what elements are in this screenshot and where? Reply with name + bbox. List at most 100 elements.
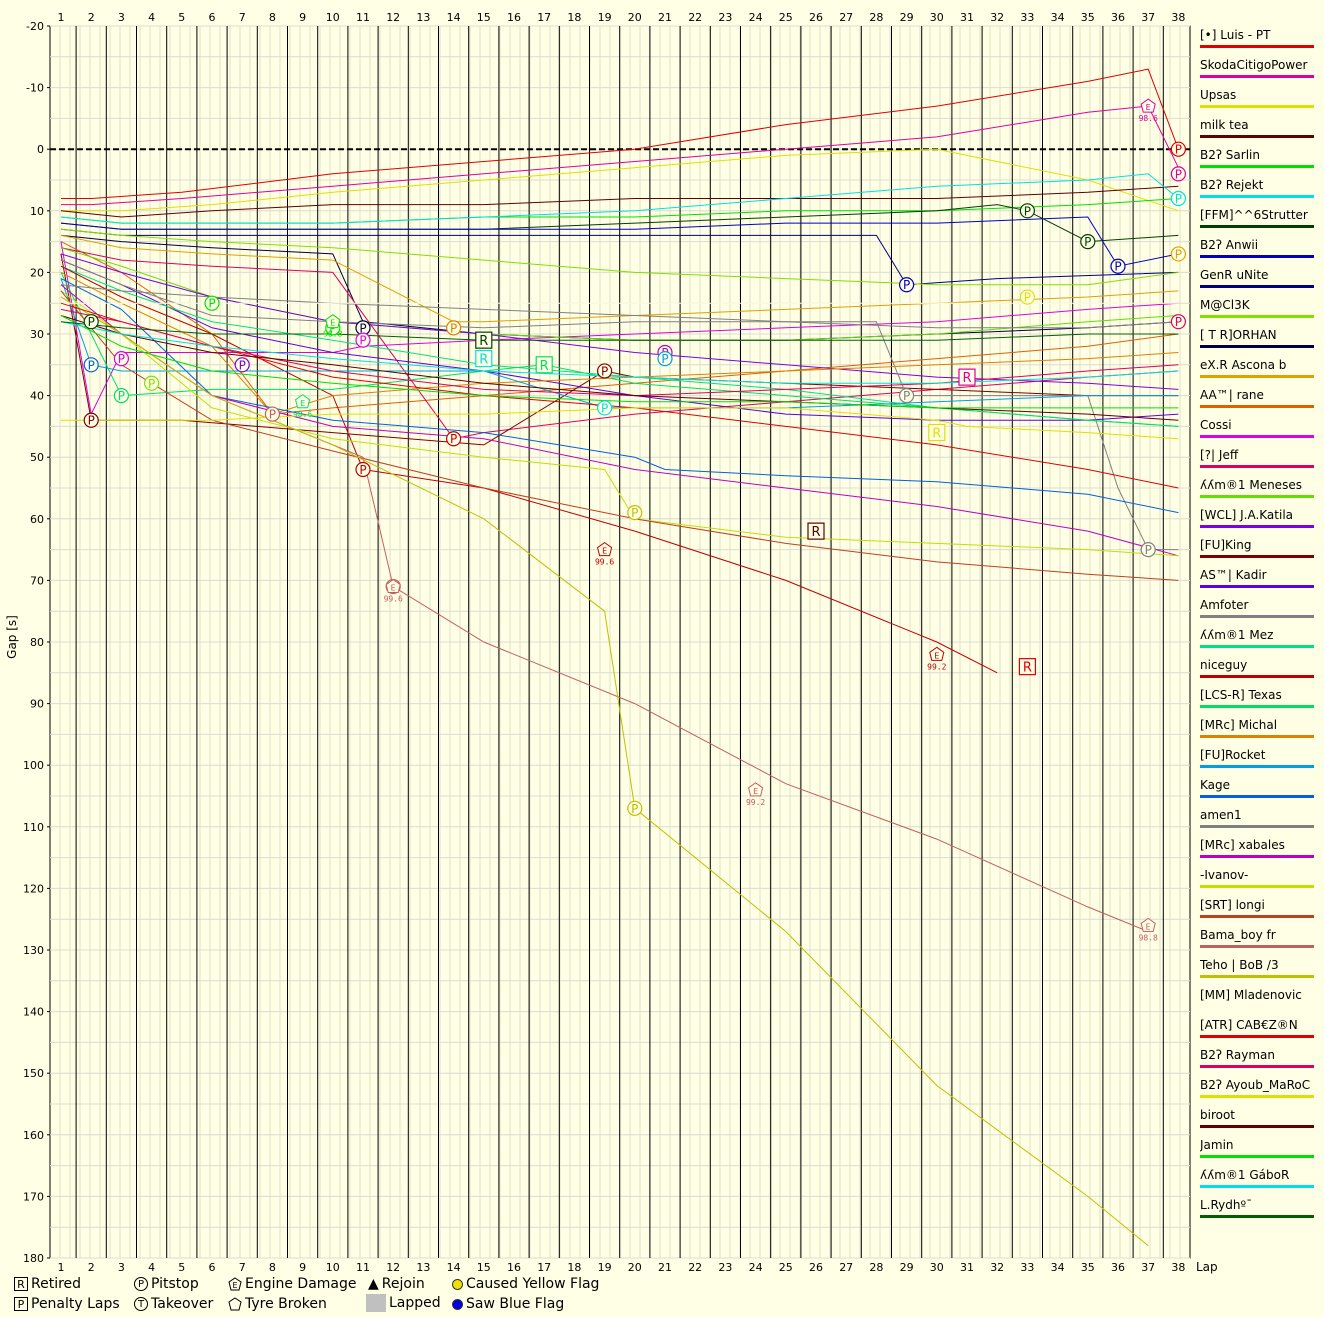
key-retired-label: Retired	[31, 1276, 82, 1292]
pitstop-marker: P	[83, 412, 99, 428]
pitstop-marker: P	[657, 351, 673, 367]
key-pitstop-label: Pitstop	[151, 1276, 199, 1292]
x-tick-label-top: 33	[1020, 11, 1034, 24]
pitstop-marker: P	[355, 461, 371, 478]
svg-text:E: E	[934, 651, 939, 660]
svg-text:E: E	[330, 319, 335, 328]
x-tick-label-top: 32	[990, 11, 1004, 24]
series-line	[60, 290, 1179, 581]
legend-item-label: Teho | BoB /3	[1200, 958, 1279, 972]
pitstop-marker: P	[355, 332, 371, 348]
series-line	[60, 321, 1179, 341]
engine-damage-icon: E	[228, 1277, 242, 1291]
legend-item: Bama_boy fr	[1198, 928, 1316, 958]
legend-item-label: B2ʔ Rayman	[1200, 1048, 1275, 1062]
svg-text:P: P	[239, 358, 246, 372]
svg-text:P: P	[359, 463, 366, 477]
x-tick-label-top: 31	[960, 11, 974, 24]
legend-item-swatch	[1200, 165, 1314, 168]
legend-item-label: B2ʔ Ayoub_MaRoC	[1200, 1078, 1311, 1092]
legend-item-swatch	[1200, 585, 1314, 588]
svg-text:P: P	[148, 377, 155, 391]
legend-item-label: Bama_boy fr	[1200, 928, 1276, 942]
blue-flag-icon	[452, 1298, 463, 1310]
engine-damage-label: 98.6	[1139, 114, 1158, 123]
legend-item-label: B2ʔ Sarlin	[1200, 148, 1260, 162]
legend-item-label: Jamin	[1200, 1138, 1234, 1152]
legend-item: biroot	[1198, 1108, 1316, 1138]
legend-item: B2ʔ Rayman	[1198, 1048, 1316, 1078]
series-line	[60, 228, 1179, 286]
pitstop-marker: P	[144, 375, 160, 391]
legend-item: [LCS-R] Texas	[1198, 688, 1316, 718]
svg-text:R: R	[1023, 661, 1032, 676]
legend-item-label: GenR uNite	[1200, 268, 1269, 282]
legend-item-label: milk tea	[1200, 118, 1249, 132]
legend-item: Amfoter	[1198, 598, 1316, 628]
series-line	[60, 296, 1149, 1247]
legend-item: Upsas	[1198, 88, 1316, 118]
retired-marker: R	[1018, 658, 1037, 676]
y-tick-label: 40	[30, 390, 44, 403]
legend-item-label: SkodaCitigoPower	[1200, 58, 1308, 72]
engine-damage-label: 98.8	[323, 330, 342, 339]
x-tick-label-top: 38	[1171, 11, 1185, 24]
legend-item-swatch	[1200, 1035, 1314, 1038]
svg-text:P: P	[903, 278, 910, 292]
x-tick-label-top: 25	[779, 11, 793, 24]
pitstop-marker: P	[1019, 289, 1036, 305]
legend-item: [MRc] Michal	[1198, 718, 1316, 748]
retired-icon: R	[14, 1277, 28, 1291]
legend-item-label: [FU]Rocket	[1200, 748, 1266, 762]
legend-item: AS™| Kadir	[1198, 568, 1316, 598]
series-line	[61, 105, 1179, 206]
key-yellow: Caused Yellow Flag	[452, 1276, 599, 1292]
series-line	[60, 265, 998, 674]
engine-damage-marker: E 99.2	[927, 646, 947, 671]
x-tick-label: 10	[326, 1261, 340, 1274]
x-tick-label: 38	[1171, 1261, 1185, 1274]
series-line	[60, 278, 1179, 514]
svg-text:P: P	[269, 408, 276, 422]
series-line	[60, 278, 1179, 409]
pitstop-marker: P	[596, 400, 613, 416]
series-line	[60, 234, 1179, 323]
x-tick-label: 28	[869, 1261, 883, 1274]
legend-item-swatch	[1200, 765, 1314, 768]
series-line	[60, 315, 1179, 421]
y-tick-label: 80	[30, 636, 44, 649]
svg-text:P: P	[88, 358, 95, 372]
x-tick-label: 7	[239, 1261, 246, 1274]
legend-item-label: [MM] Mladenovic	[1200, 988, 1302, 1002]
x-tick-label-top: 28	[869, 11, 883, 24]
x-tick-label: 32	[990, 1261, 1004, 1274]
legend-item-swatch	[1200, 915, 1314, 918]
x-tick-label-top: 1	[58, 11, 65, 24]
x-tick-label: 16	[507, 1261, 521, 1274]
legend-item-label: [MRc] Michal	[1200, 718, 1278, 732]
x-tick-label-top: 4	[148, 11, 155, 24]
x-tick-label: 17	[537, 1261, 551, 1274]
legend-item-swatch	[1200, 195, 1314, 198]
legend-item: [FU]Rocket	[1198, 748, 1316, 778]
key-tyre-label: Tyre Broken	[245, 1296, 327, 1312]
y-tick-label: -20	[26, 20, 44, 33]
x-tick-label-top: 10	[326, 11, 340, 24]
legend-item: [SRT] longi	[1198, 898, 1316, 928]
x-tick-label-top: 11	[356, 11, 370, 24]
x-tick-label: 19	[598, 1261, 612, 1274]
lapped-swatch	[366, 1294, 386, 1312]
svg-text:P: P	[903, 389, 910, 403]
legend-item: [WCL] J.A.Katila	[1198, 508, 1316, 538]
legend-item: niceguy	[1198, 658, 1316, 688]
pitstop-marker: P	[446, 320, 462, 336]
series-line	[60, 308, 1179, 397]
legend-item-label: L.Rydhº¯	[1200, 1198, 1253, 1212]
legend-item-label: ʎʎm®1 Mez	[1200, 628, 1274, 642]
y-axis-title: Gap [s]	[5, 615, 19, 659]
svg-text:E: E	[1146, 103, 1151, 112]
series-line	[61, 148, 1179, 212]
x-tick-label-top: 7	[239, 11, 246, 24]
legend-item-swatch	[1200, 495, 1314, 498]
legend-item-swatch	[1200, 1005, 1314, 1008]
